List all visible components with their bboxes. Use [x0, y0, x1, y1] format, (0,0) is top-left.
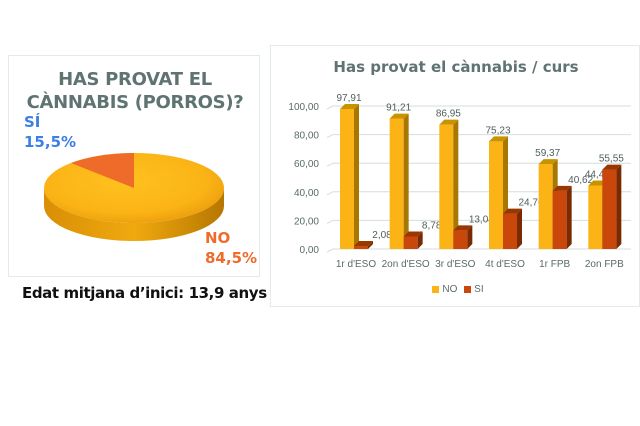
bar-si — [602, 169, 617, 249]
data-label: 24,76 — [518, 198, 543, 209]
x-category-label: 1r FPB — [539, 259, 570, 270]
bar-chart-graphic: 0,00 20,00 40,00 60,00 80,00 100,00 97,91 2,08 1… — [288, 93, 631, 270]
data-label: 44,44 — [585, 169, 610, 180]
x-category-label: 3r d'ESO — [435, 259, 475, 270]
pie-chart-panel: HAS PROVAT EL CÀNNABIS (PORROS)? SÍ 15,5… — [8, 55, 260, 277]
bar-no — [588, 185, 603, 249]
y-tick-label: 100,00 — [288, 102, 319, 113]
bar-no — [439, 124, 454, 249]
bar-no — [538, 164, 553, 249]
pie-chart-graphic — [44, 153, 224, 241]
y-tick-label: 60,00 — [294, 159, 319, 170]
data-label: 2,08 — [372, 230, 392, 241]
legend-swatch-no — [432, 285, 440, 293]
y-tick-label: 0,00 — [300, 245, 320, 256]
data-label: 13,04 — [469, 214, 494, 225]
legend-label-no: NO — [442, 284, 458, 295]
bar-chart-legend: NO SI — [271, 284, 640, 295]
bar-si — [403, 236, 418, 249]
data-label: 55,55 — [599, 154, 624, 165]
x-category-label: 4t d'ESO — [485, 259, 525, 270]
data-label: 40,62 — [568, 175, 593, 186]
bar-si — [453, 230, 468, 249]
y-tick-label: 40,00 — [294, 188, 319, 199]
data-label: 86,95 — [436, 109, 461, 120]
data-label: 97,91 — [336, 93, 361, 104]
bar-si — [552, 190, 567, 249]
y-tick-label: 20,00 — [294, 216, 319, 227]
average-start-age-note: Edat mitjana d’inici: 13,9 anys — [22, 284, 267, 302]
pie-label-no: NO 84,5% — [205, 229, 258, 267]
x-category-label: 1r d'ESO — [336, 259, 376, 270]
data-label: 59,37 — [535, 148, 560, 159]
data-label: 8,78 — [422, 220, 442, 231]
bar-si — [503, 213, 517, 249]
bar-no — [489, 141, 503, 249]
legend-label-si: SI — [474, 284, 484, 295]
data-label: 91,21 — [386, 103, 411, 114]
bar-si — [354, 246, 368, 249]
pie-chart-title: HAS PROVAT EL CÀNNABIS (PORROS)? — [9, 68, 261, 114]
pie-label-si: SÍ 15,5% — [24, 113, 77, 151]
x-category-label: 2on d'ESO — [382, 259, 430, 270]
x-category-label: 2on FPB — [585, 259, 624, 270]
bar-no — [340, 108, 354, 249]
pie-title-line2: CÀNNABIS (PORROS)? — [26, 92, 244, 113]
pie-title-line1: HAS PROVAT EL — [58, 69, 212, 90]
data-label: 75,23 — [485, 125, 510, 136]
bar-chart-panel: Has provat el cànnabis / curs 0,00 20,00 4… — [270, 45, 640, 307]
bar-no — [389, 118, 404, 249]
bar-chart-title: Has provat el cànnabis / curs — [333, 58, 579, 76]
legend-swatch-si — [464, 285, 472, 293]
pie-slice-si — [71, 153, 134, 188]
y-tick-label: 80,00 — [294, 131, 319, 142]
